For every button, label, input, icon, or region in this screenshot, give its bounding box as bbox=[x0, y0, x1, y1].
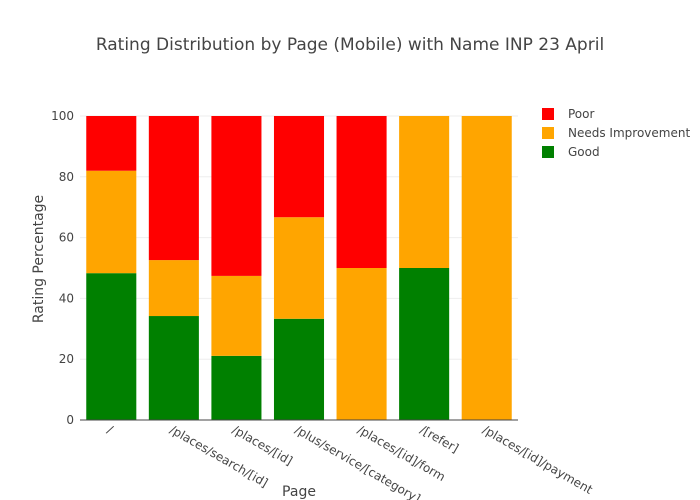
bar-good[interactable] bbox=[86, 273, 137, 420]
bar-poor[interactable] bbox=[86, 116, 137, 171]
legend[interactable]: Poor Needs Improvement Good bbox=[542, 107, 690, 159]
bar-needs-improvement[interactable] bbox=[461, 116, 512, 420]
legend-swatch[interactable] bbox=[542, 146, 554, 158]
bar-needs-improvement[interactable] bbox=[273, 217, 325, 319]
bar-needs-improvement[interactable] bbox=[336, 268, 387, 420]
chart-title: Rating Distribution by Page (Mobile) wit… bbox=[96, 35, 604, 55]
legend-swatch[interactable] bbox=[542, 108, 554, 120]
bar-needs-improvement[interactable] bbox=[211, 275, 262, 356]
legend-swatch[interactable] bbox=[542, 127, 554, 139]
y-tick-labels: 0 20 40 60 80 100 bbox=[51, 109, 74, 427]
bar-good[interactable] bbox=[399, 268, 450, 420]
bar-poor[interactable] bbox=[211, 116, 262, 276]
x-tick-labels: //places/search/[id]/places/[id]/plus/se… bbox=[105, 422, 595, 500]
y-tick-label: 40 bbox=[59, 291, 74, 305]
y-tick-label: 100 bbox=[51, 109, 74, 123]
bar-needs-improvement[interactable] bbox=[148, 260, 199, 317]
y-tick-label: 80 bbox=[59, 170, 74, 184]
x-tick-label: /places/[id]/payment bbox=[480, 422, 595, 496]
bar-good[interactable] bbox=[211, 355, 262, 420]
bar-good[interactable] bbox=[273, 318, 325, 420]
bar-needs-improvement[interactable] bbox=[399, 116, 450, 268]
bar-poor[interactable] bbox=[336, 116, 387, 268]
legend-label[interactable]: Poor bbox=[568, 107, 594, 121]
legend-label[interactable]: Good bbox=[568, 145, 600, 159]
x-tick-label: / bbox=[105, 422, 116, 437]
bar-needs-improvement[interactable] bbox=[86, 170, 137, 274]
x-tick-label: /[refer] bbox=[418, 422, 461, 455]
y-tick-label: 20 bbox=[59, 352, 74, 366]
x-axis-title: Page bbox=[282, 484, 316, 500]
bar-good[interactable] bbox=[148, 316, 199, 420]
legend-label[interactable]: Needs Improvement bbox=[568, 126, 690, 140]
bars bbox=[86, 116, 512, 420]
bar-poor[interactable] bbox=[148, 116, 199, 261]
y-axis-title: Rating Percentage bbox=[31, 195, 47, 323]
y-tick-label: 0 bbox=[66, 413, 74, 427]
bar-poor[interactable] bbox=[273, 116, 325, 218]
y-tick-label: 60 bbox=[59, 231, 74, 245]
